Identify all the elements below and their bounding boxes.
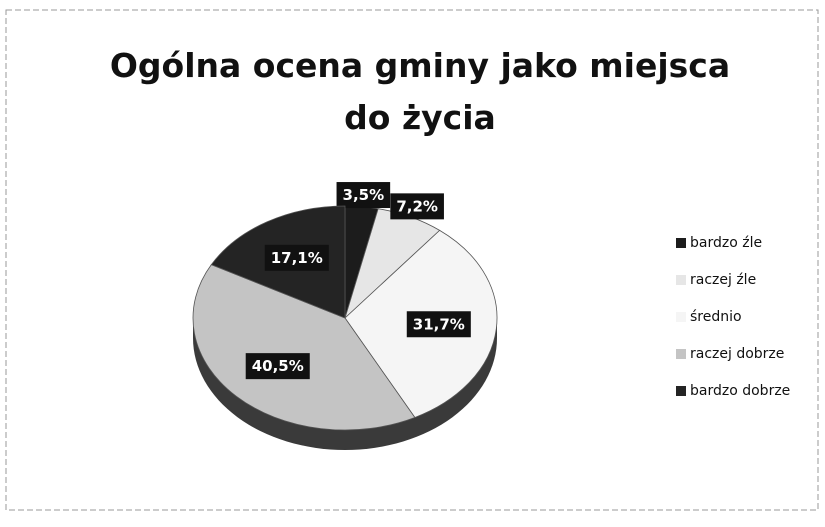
pie-slice (192, 264, 416, 431)
data-label-text: 7,2% (396, 197, 438, 215)
data-label: 40,5% (245, 353, 310, 380)
data-label-text: 40,5% (252, 357, 304, 375)
legend-swatch (676, 238, 686, 248)
legend-label: bardzo źle (690, 235, 762, 251)
data-label-text: 17,1% (271, 249, 323, 267)
legend-swatch (676, 349, 686, 359)
data-label: 17,1% (264, 244, 329, 271)
data-label-box (390, 193, 444, 220)
chart-title: Ogólna ocena gminy jako miejsca do życia (109, 46, 731, 137)
legend-label: średnio (690, 309, 742, 325)
data-label: 7,2% (390, 193, 444, 220)
legend-swatch (676, 312, 686, 322)
legend-swatch (676, 386, 686, 396)
legend: bardzo źle raczej źle średnio raczej dobrze… (676, 235, 790, 399)
data-label-text: 31,7% (413, 315, 465, 333)
legend-label: raczej źle (690, 272, 756, 288)
data-label-box (264, 244, 329, 271)
legend-swatch (676, 275, 686, 285)
data-label-box (336, 182, 391, 209)
data-label: 31,7% (406, 311, 471, 338)
data-label-box (406, 311, 471, 338)
data-label: 3,5% (336, 182, 391, 209)
frame (5, 9, 819, 511)
data-label-text: 3,5% (343, 186, 385, 204)
legend-label: raczej dobrze (690, 346, 784, 362)
pie: 3,5% 7,2% 31,7% 40,5% 17,1% (192, 182, 498, 450)
data-label-box (245, 353, 310, 380)
legend-label: bardzo dobrze (690, 383, 790, 399)
